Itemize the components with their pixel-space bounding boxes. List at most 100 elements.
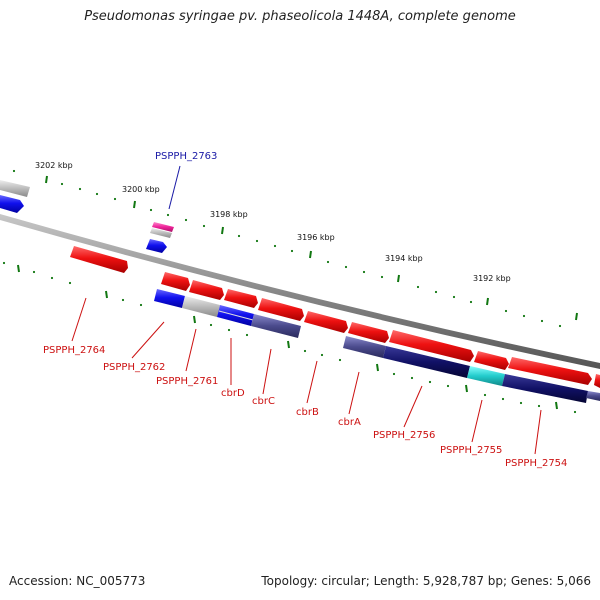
ruler-tick [95,192,99,196]
gene-arrow-forward[interactable] [161,272,190,291]
genome-summary-text: Topology: circular; Length: 5,928,787 bp… [261,574,591,588]
ruler-tick [392,372,396,376]
ruler-tick [303,349,307,353]
ruler-tick [522,314,526,318]
ruler-major-tick [397,274,400,283]
gene-label[interactable]: PSPPH_2754 [505,458,567,469]
ruler-tick [326,260,330,264]
gene-psp2756-domain-navy[interactable] [383,346,470,378]
leader-psp2762 [131,321,165,359]
domain-divider [218,310,254,321]
ruler-major-tick [376,363,379,372]
ruler-labels: 3202 kbp 3200 kbp 3198 kbp 3196 kbp 3194… [35,161,511,283]
gene-arrow-forward[interactable] [508,357,592,385]
ruler-label: 3194 kbp [385,254,423,263]
outer-ruler [12,169,578,328]
gene-label[interactable]: PSPPH_2755 [440,445,502,456]
ruler-major-tick [555,401,558,410]
ruler-major-tick [221,226,224,235]
ruler-tick [380,275,384,279]
leader-psp2755 [471,399,483,443]
ruler-tick [320,353,324,357]
ruler-tick [446,384,450,388]
ruler-tick [139,303,143,307]
gene-psp2763[interactable] [146,222,174,253]
gene-cbrC[interactable] [251,314,301,338]
ruler-major-tick [486,297,489,306]
leader-psp2761 [185,328,197,372]
ruler-tick [504,309,508,313]
ruler-tick [540,319,544,323]
ruler-tick [209,323,213,327]
ruler-label: 3200 kbp [122,185,160,194]
gene-label[interactable]: cbrD [221,388,245,399]
gene-arrow-forward[interactable] [348,322,389,343]
ruler-tick [149,208,153,212]
ruler-tick [245,333,249,337]
gene-cbrA-domain-slate[interactable] [343,336,386,358]
ruler-tick [113,197,117,201]
gene-psp2761[interactable] [182,296,220,317]
ruler-tick [184,218,188,222]
ruler-tick [537,404,541,408]
ruler-major-tick [575,312,578,321]
page-title: Pseudomonas syringae pv. phaseolicola 14… [84,9,516,24]
gene-label[interactable]: PSPPH_2764 [43,345,105,356]
ruler-tick [483,393,487,397]
gene-arrow-forward[interactable] [189,280,224,300]
gene-label[interactable]: cbrB [296,407,319,418]
ruler-major-tick [193,315,196,324]
ruler-tick [452,295,456,299]
gene-domain-grey [150,228,172,238]
gene-label[interactable]: PSPPH_2756 [373,430,435,441]
ruler-major-tick [133,200,136,209]
gene-arrow-forward[interactable] [304,311,348,333]
gene-arrow-psp2764[interactable] [70,246,128,273]
leader-cbrC [262,348,272,395]
gene-arrow-reverse[interactable] [0,195,24,213]
leader-psp2756 [403,385,423,428]
gene-track-domains [154,289,600,403]
gene-arrow-forward[interactable] [474,351,509,370]
ruler-major-tick [287,340,290,349]
gene-label[interactable]: cbrA [338,417,361,428]
gene-psp2762[interactable] [154,289,185,308]
gene-arrow-forward[interactable] [258,298,304,321]
ruler-tick [273,244,277,248]
inner-ruler [2,261,577,414]
gene-track-outer-left [0,180,30,213]
ruler-tick [573,410,577,414]
ruler-major-tick [45,175,48,184]
ruler-tick [428,380,432,384]
ruler-tick [344,265,348,269]
gene-psp2754-domain-navy[interactable] [502,374,588,403]
gene-arrow-forward[interactable] [224,289,258,308]
leader-cbrB [306,360,318,404]
ruler-tick [362,270,366,274]
gene-arrow-pseudo[interactable] [0,180,30,197]
ruler-tick [68,281,72,285]
gene-arrow-forward[interactable] [389,330,474,362]
gene-label[interactable]: PSPPH_2761 [156,376,218,387]
ruler-major-tick [309,250,312,259]
gene-label[interactable]: PSPPH_2763 [155,151,217,162]
leader-psp2754 [534,409,542,455]
gene-domain-edge[interactable] [586,391,600,401]
gene-psp2755-domain-cyan[interactable] [467,366,505,386]
gene-arrow-forward[interactable] [594,374,600,388]
ruler-tick [78,187,82,191]
ruler-tick [202,224,206,228]
ruler-tick [469,300,473,304]
ruler-tick [32,270,36,274]
ruler-major-tick [17,264,20,273]
ruler-major-tick [465,384,468,393]
gene-domain-magenta [152,222,174,232]
gene-label[interactable]: PSPPH_2762 [103,362,165,373]
leader-psp2763 [168,165,181,210]
gene-label[interactable]: cbrC [252,396,275,407]
ruler-label: 3192 kbp [473,274,511,283]
genome-backbone [0,214,600,369]
ruler-tick [60,182,64,186]
ruler-label: 3198 kbp [210,210,248,219]
